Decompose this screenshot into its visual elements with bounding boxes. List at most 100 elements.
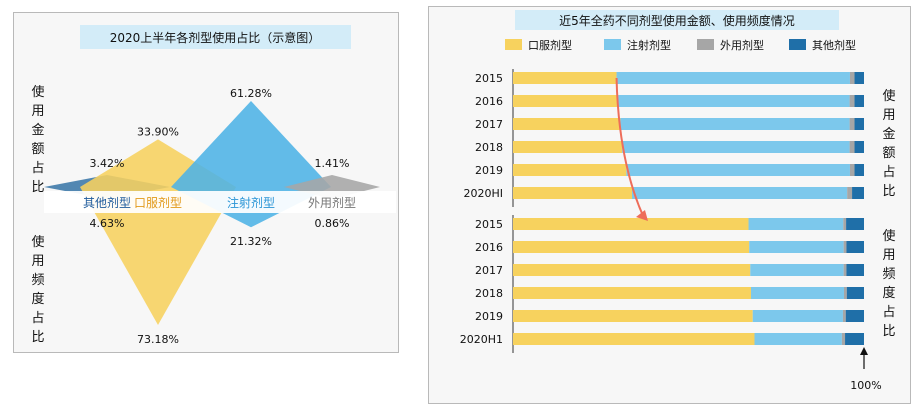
- year-label: 2017: [475, 118, 503, 131]
- bar-segment-0: [513, 333, 755, 345]
- frequency-side-label: 用: [31, 254, 44, 269]
- bar-segment-0: [513, 72, 617, 84]
- bar-segment-0: [513, 141, 623, 153]
- bar-segment-2: [842, 310, 846, 322]
- amount-value-label-injection: 61.28%: [230, 87, 272, 100]
- bar-segment-3: [854, 164, 864, 176]
- amount-side-label: 占: [882, 165, 895, 180]
- category-label-other: 其他剂型: [83, 195, 131, 210]
- bar-segment-3: [854, 118, 864, 130]
- frequency-side-label: 占: [882, 305, 895, 320]
- amount-side-label: 金: [882, 126, 895, 142]
- bar-segment-3: [854, 95, 864, 107]
- amount-side-label: 占: [31, 161, 44, 176]
- year-label: 2015: [475, 72, 503, 85]
- amount-side-label: 比: [882, 184, 895, 199]
- frequency-side-label: 比: [882, 324, 895, 339]
- year-label: 2018: [475, 287, 503, 300]
- amount-side-label: 用: [882, 108, 895, 123]
- bar-segment-1: [622, 141, 850, 153]
- legend-swatch-1: [604, 39, 621, 50]
- frequency-side-label: 频: [882, 267, 895, 282]
- frequency-side-label: 度: [31, 291, 44, 307]
- bar-segment-1: [750, 264, 844, 276]
- right-chart-title: 近5年全药不同剂型使用金额、使用频度情况: [559, 13, 795, 28]
- amount-side-label: 额: [882, 146, 895, 161]
- frequency-side-label: 度: [882, 285, 895, 301]
- year-label: 2015: [475, 218, 503, 231]
- amount-side-label: 使: [31, 84, 44, 100]
- bar-segment-0: [513, 241, 750, 253]
- frequency-side-label: 比: [31, 330, 44, 345]
- full-scale-arrow-head: [860, 347, 868, 355]
- bar-segment-3: [845, 310, 864, 322]
- amount-side-label: 使: [882, 88, 895, 104]
- legend-swatch-0: [505, 39, 522, 50]
- frequency-side-label: 使: [31, 234, 44, 250]
- bar-segment-0: [513, 264, 751, 276]
- bar-segment-2: [843, 241, 847, 253]
- year-label: 2016: [475, 241, 503, 254]
- bar-segment-1: [750, 287, 844, 299]
- bar-segment-2: [849, 118, 855, 130]
- full-scale-label: 100%: [850, 379, 881, 392]
- legend-swatch-3: [789, 39, 806, 50]
- category-band: [44, 191, 396, 213]
- left-title-bg: [80, 25, 351, 49]
- year-label: 2017: [475, 264, 503, 277]
- frequency-side-label: 用: [882, 248, 895, 263]
- bar-segment-3: [846, 218, 864, 230]
- amount-side-label: 用: [31, 104, 44, 119]
- bar-segment-1: [618, 95, 850, 107]
- bar-segment-1: [752, 310, 843, 322]
- bar-segment-3: [854, 141, 864, 153]
- bar-segment-3: [846, 264, 864, 276]
- bar-segment-2: [849, 72, 855, 84]
- dosage-share-diagram: 2020上半年各剂型使用占比（示意图）使用金额占比使用频度占比其他剂型 口服剂型注…: [31, 25, 396, 346]
- bar-segment-2: [847, 187, 853, 199]
- bar-segment-1: [748, 218, 844, 230]
- bar-segment-2: [849, 141, 855, 153]
- bar-segment-3: [845, 333, 864, 345]
- frequency-side-label: 占: [31, 311, 44, 326]
- bar-segment-2: [843, 264, 847, 276]
- category-label-topical: 外用剂型: [308, 195, 356, 210]
- bar-segment-2: [849, 95, 855, 107]
- legend-label-1: 注射剂型: [627, 38, 671, 52]
- frequency-value-label-injection: 21.32%: [230, 235, 272, 248]
- bar-segment-3: [854, 72, 864, 84]
- amount-value-label-oral: 33.90%: [137, 125, 179, 138]
- legend-label-0: 口服剂型: [528, 38, 572, 52]
- trend-arrow-head: [635, 210, 648, 221]
- bar-segment-0: [513, 164, 627, 176]
- bar-segment-0: [513, 118, 621, 130]
- category-label-oral: 口服剂型: [134, 195, 182, 210]
- bar-segment-2: [843, 218, 847, 230]
- bar-segment-0: [513, 95, 619, 107]
- bar-segment-1: [749, 241, 844, 253]
- legend-label-3: 其他剂型: [812, 38, 856, 52]
- bar-segment-2: [841, 333, 846, 345]
- right-chart-panel: 近5年全药不同剂型使用金额、使用频度情况 口服剂型 注射剂型 外用剂型 其他剂型 2015…: [428, 6, 911, 404]
- bar-segment-1: [754, 333, 842, 345]
- frequency-value-label-topical: 0.86%: [315, 217, 350, 230]
- bar-segment-3: [846, 287, 864, 299]
- frequency-side-label: 频: [31, 273, 44, 288]
- bar-segment-0: [513, 187, 632, 199]
- category-label-injection: 注射剂型: [227, 195, 275, 210]
- trend-arrow-line: [615, 77, 645, 219]
- left-chart-title: 2020上半年各剂型使用占比（示意图）: [110, 30, 321, 45]
- amount-value-label-topical: 1.41%: [315, 157, 350, 170]
- bar-segment-2: [843, 287, 847, 299]
- frequency-side-label: 使: [882, 228, 895, 244]
- year-label: 2020HI: [463, 187, 503, 200]
- bar-segment-1: [626, 164, 850, 176]
- year-label: 2020H1: [460, 333, 503, 346]
- bar-segment-1: [620, 118, 850, 130]
- year-label: 2016: [475, 95, 503, 108]
- bar-segment-3: [852, 187, 864, 199]
- year-label: 2019: [475, 164, 503, 177]
- bar-segment-0: [513, 218, 749, 230]
- amount-side-label: 比: [31, 180, 44, 195]
- frequency-value-label-other: 4.63%: [90, 217, 125, 230]
